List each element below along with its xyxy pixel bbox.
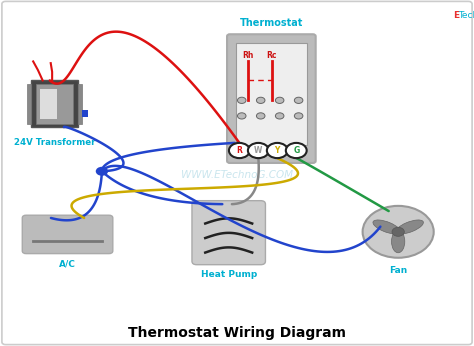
Text: 24V Transformer: 24V Transformer [14, 138, 95, 147]
Text: WWW.ETechnoG.COM: WWW.ETechnoG.COM [181, 170, 293, 180]
Circle shape [267, 143, 288, 158]
Text: Fan: Fan [389, 266, 407, 275]
Circle shape [237, 113, 246, 119]
Text: G: G [293, 146, 300, 155]
Text: Y: Y [274, 146, 280, 155]
Text: Heat Pump: Heat Pump [201, 270, 257, 279]
Text: W: W [254, 146, 263, 155]
Circle shape [229, 143, 250, 158]
Circle shape [256, 113, 265, 119]
FancyBboxPatch shape [236, 43, 307, 145]
Ellipse shape [373, 220, 401, 234]
FancyBboxPatch shape [40, 89, 57, 118]
Text: TechnoG: TechnoG [458, 11, 474, 20]
FancyBboxPatch shape [78, 84, 82, 124]
Circle shape [275, 113, 284, 119]
Text: Rc: Rc [266, 51, 277, 60]
FancyBboxPatch shape [27, 84, 31, 124]
FancyBboxPatch shape [82, 110, 88, 117]
Ellipse shape [396, 220, 423, 234]
Text: R: R [237, 146, 242, 155]
Circle shape [363, 206, 434, 258]
Circle shape [96, 167, 108, 176]
Text: Rh: Rh [242, 51, 254, 60]
Circle shape [256, 97, 265, 103]
Text: Thermostat: Thermostat [240, 18, 303, 28]
Circle shape [294, 97, 303, 103]
FancyBboxPatch shape [22, 215, 113, 254]
Text: A/C: A/C [59, 260, 76, 268]
Circle shape [237, 97, 246, 103]
Circle shape [275, 97, 284, 103]
Ellipse shape [392, 230, 405, 253]
Circle shape [294, 113, 303, 119]
FancyBboxPatch shape [31, 81, 78, 127]
Text: E: E [454, 11, 460, 20]
Circle shape [392, 227, 404, 236]
FancyBboxPatch shape [36, 84, 73, 124]
FancyBboxPatch shape [192, 201, 265, 265]
Circle shape [286, 143, 307, 158]
Circle shape [248, 143, 269, 158]
FancyBboxPatch shape [227, 34, 316, 163]
Text: Thermostat Wiring Diagram: Thermostat Wiring Diagram [128, 326, 346, 340]
